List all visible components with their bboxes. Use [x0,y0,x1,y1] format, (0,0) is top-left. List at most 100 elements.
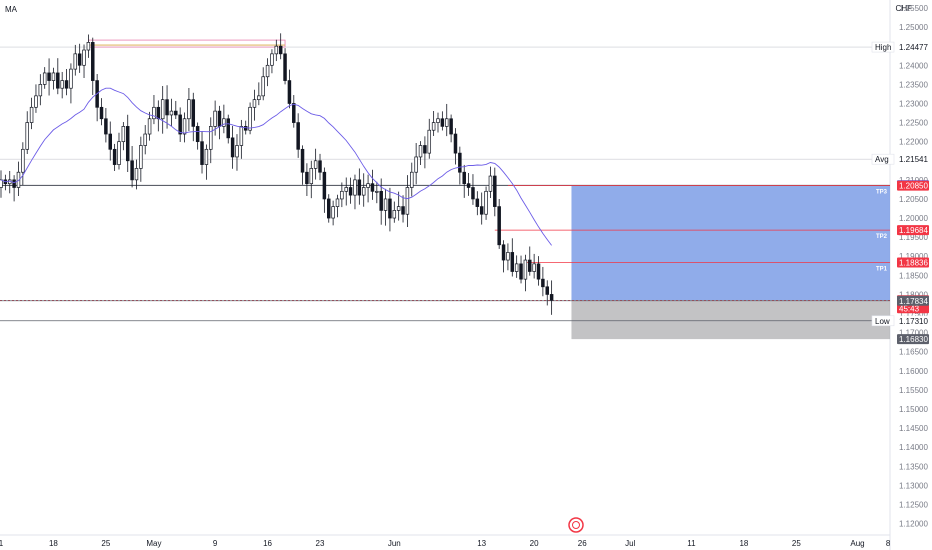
candle [64,69,69,96]
candle [7,170,12,194]
price-tick-label: 1.23000 [899,99,928,108]
candle-body [357,179,362,196]
candle-body [366,183,370,188]
price-tick-label: 1.15500 [899,386,928,395]
candle [12,175,16,202]
candle-body [82,49,86,66]
candle [108,121,112,161]
candle [327,194,331,223]
indicator-label: MA [5,5,17,14]
candle-body [274,45,279,55]
price-tick-label: 1.16500 [899,348,928,357]
date-tick-label: 16 [263,539,272,548]
candle-body [265,64,270,78]
candle [396,191,401,221]
candle [305,163,309,196]
candle [506,243,510,271]
candle [156,100,161,132]
candle [388,187,392,232]
candle [3,174,8,191]
candle-body [235,145,239,158]
candle [165,85,169,129]
candle-body [462,171,466,185]
candle [370,169,375,200]
candle-body [191,99,196,127]
candle-body [401,206,405,215]
high-label-bg [871,41,895,53]
candle [125,114,130,172]
candle-body [479,206,484,215]
candle [209,117,213,164]
candle [99,98,104,126]
candle [375,181,379,204]
candle [497,198,501,249]
tp1-badge-bg [897,257,929,268]
candle-body [0,179,3,188]
candle-body [431,122,436,131]
candle [344,177,348,206]
price-tick-label: 1.14500 [899,424,928,433]
price-tick-label: 1.17000 [899,329,928,338]
candle [139,136,143,182]
candle-body [239,126,244,146]
price-tick-label: 1.13500 [899,462,928,471]
candle-body [86,42,91,51]
support-badge: 1.17834 [897,295,929,306]
candle [484,186,488,220]
candle [278,33,283,60]
candle-body [519,263,523,280]
price-tick-label: 1.22500 [899,119,928,128]
candle [449,114,453,143]
candle [38,74,43,106]
candle [147,111,152,141]
candle-body [370,183,375,192]
candle-body [226,118,230,139]
date-tick-label: Aug [850,539,864,548]
candle-body [174,110,178,116]
candle [104,108,108,143]
candle [410,162,414,197]
candle-body [471,187,475,200]
candle-body [410,171,414,188]
candle-body [278,45,283,55]
candle [436,112,440,133]
candle-body [147,118,152,135]
candle-body [484,190,488,215]
candle-body [361,187,366,196]
candle [479,192,484,225]
candle [16,161,21,197]
candle-body [165,99,169,116]
candle [60,71,64,99]
candle [47,58,51,96]
high-label-text: High [875,43,891,52]
stop-badge: 1.16830 [897,334,929,345]
candle [82,44,86,78]
high-label: High [871,41,895,53]
candle-body [488,175,493,192]
candle [335,194,340,218]
avg-badge-bg [897,154,929,165]
candle-body [25,122,29,150]
candle [318,153,322,181]
candle [252,89,257,121]
low-badge-value: 1.17310 [899,317,928,326]
candle [191,92,196,142]
date-tick-label: 1 [0,539,4,548]
candle-body [38,84,43,97]
avg-label-text: Avg [875,155,889,164]
high-badge-value: 1.24477 [899,43,928,52]
candle-body [248,106,252,131]
candle-body [200,141,204,165]
candle [0,170,3,198]
date-tick-label: 20 [530,539,539,548]
candle-body [257,95,261,101]
candle-body [501,244,506,261]
candle-body [392,210,397,219]
price-tick-label: 1.20000 [899,214,928,223]
price-tick-label: 1.19500 [899,233,928,242]
high-range-box [88,39,286,48]
date-tick-label: May [146,539,161,548]
candle [309,160,314,199]
candle-body [104,118,108,135]
